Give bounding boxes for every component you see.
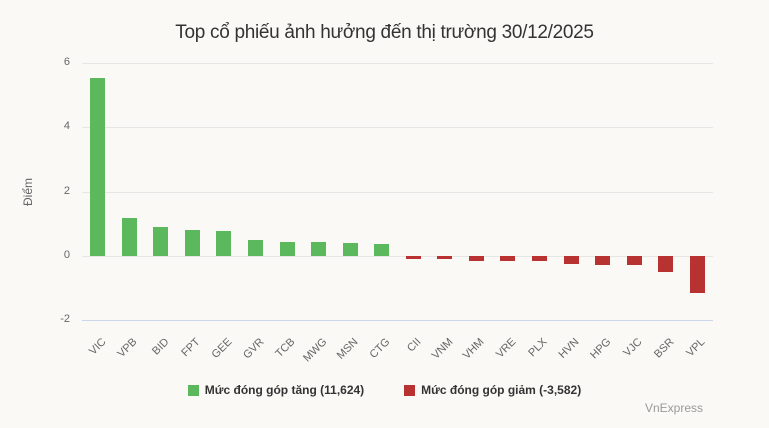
x-tick-label: VHM: [461, 336, 487, 362]
x-tick-label: VPL: [684, 336, 708, 360]
x-tick-label: MWG: [300, 336, 330, 365]
bar-vhm[interactable]: [468, 255, 484, 261]
x-tick-label: HPG: [587, 336, 614, 362]
bar-hvn[interactable]: [563, 255, 579, 265]
y-tick-label: 0: [63, 248, 70, 261]
bar-ctg[interactable]: [374, 243, 390, 256]
gridline: [82, 127, 713, 129]
bar-tcb[interactable]: [279, 241, 295, 256]
x-tick-label: HVN: [556, 336, 582, 361]
x-tick-label: VNM: [429, 336, 456, 362]
x-tick-label: MSN: [334, 336, 361, 362]
x-tick-label: TCB: [273, 336, 298, 361]
bar-cii[interactable]: [405, 255, 421, 259]
x-tick-label: BSR: [651, 336, 677, 361]
y-tick-label: -2: [60, 313, 70, 325]
x-tick-label: VIC: [86, 336, 109, 358]
bar-fpt[interactable]: [184, 229, 200, 256]
legend-label-down: Mức đóng góp giảm (-3,582): [421, 383, 582, 397]
bar-gvr[interactable]: [248, 239, 264, 256]
legend-item-up[interactable]: Mức đóng góp tăng (11,624): [187, 383, 365, 397]
bar-bsr[interactable]: [658, 255, 674, 272]
bar-vpb[interactable]: [121, 217, 137, 256]
x-tick-label: FPT: [179, 336, 203, 360]
bar-mwg[interactable]: [311, 241, 327, 256]
bar-vpl[interactable]: [689, 255, 705, 293]
gridline: [82, 255, 713, 257]
legend-label-up: Mức đóng góp tăng (11,624): [204, 383, 365, 397]
bar-vnm[interactable]: [437, 255, 453, 259]
x-tick-label: CTG: [367, 336, 393, 361]
y-tick-label: 2: [63, 184, 70, 197]
x-tick-label: BID: [149, 336, 172, 358]
bar-vjc[interactable]: [626, 255, 642, 266]
y-axis-label: Điểm: [21, 177, 35, 207]
gridline: [82, 63, 713, 64]
x-tick-label: GVR: [240, 336, 267, 362]
plot-area: [82, 63, 713, 321]
y-tick-label: 4: [63, 120, 70, 133]
legend-swatch-up: [187, 384, 199, 396]
x-tick-label: CII: [405, 336, 424, 355]
legend-swatch-down: [404, 384, 416, 396]
credit: VnExpress: [644, 401, 703, 415]
legend-item-down[interactable]: Mức đóng góp giảm (-3,582): [404, 383, 581, 397]
x-tick-label: PLX: [526, 336, 550, 360]
bar-hpg[interactable]: [595, 255, 611, 266]
y-tick-label: 6: [63, 56, 70, 68]
x-tick-label: GEE: [209, 336, 235, 361]
x-tick-label: VPB: [115, 336, 140, 361]
gridline: [82, 320, 713, 321]
bar-bid[interactable]: [153, 226, 169, 256]
bar-plx[interactable]: [531, 255, 547, 262]
x-tick-label: VJC: [621, 336, 645, 360]
legend: Mức đóng góp tăng (11,624) Mức đóng góp …: [0, 383, 769, 397]
x-tick-label: VRE: [493, 336, 519, 361]
chart-title: Top cổ phiếu ảnh hưởng đến thị trường 30…: [175, 22, 594, 43]
bar-msn[interactable]: [342, 242, 358, 256]
gridline: [82, 191, 713, 193]
bar-vre[interactable]: [500, 255, 516, 261]
bar-vic[interactable]: [90, 78, 106, 256]
bar-gee[interactable]: [216, 230, 232, 256]
